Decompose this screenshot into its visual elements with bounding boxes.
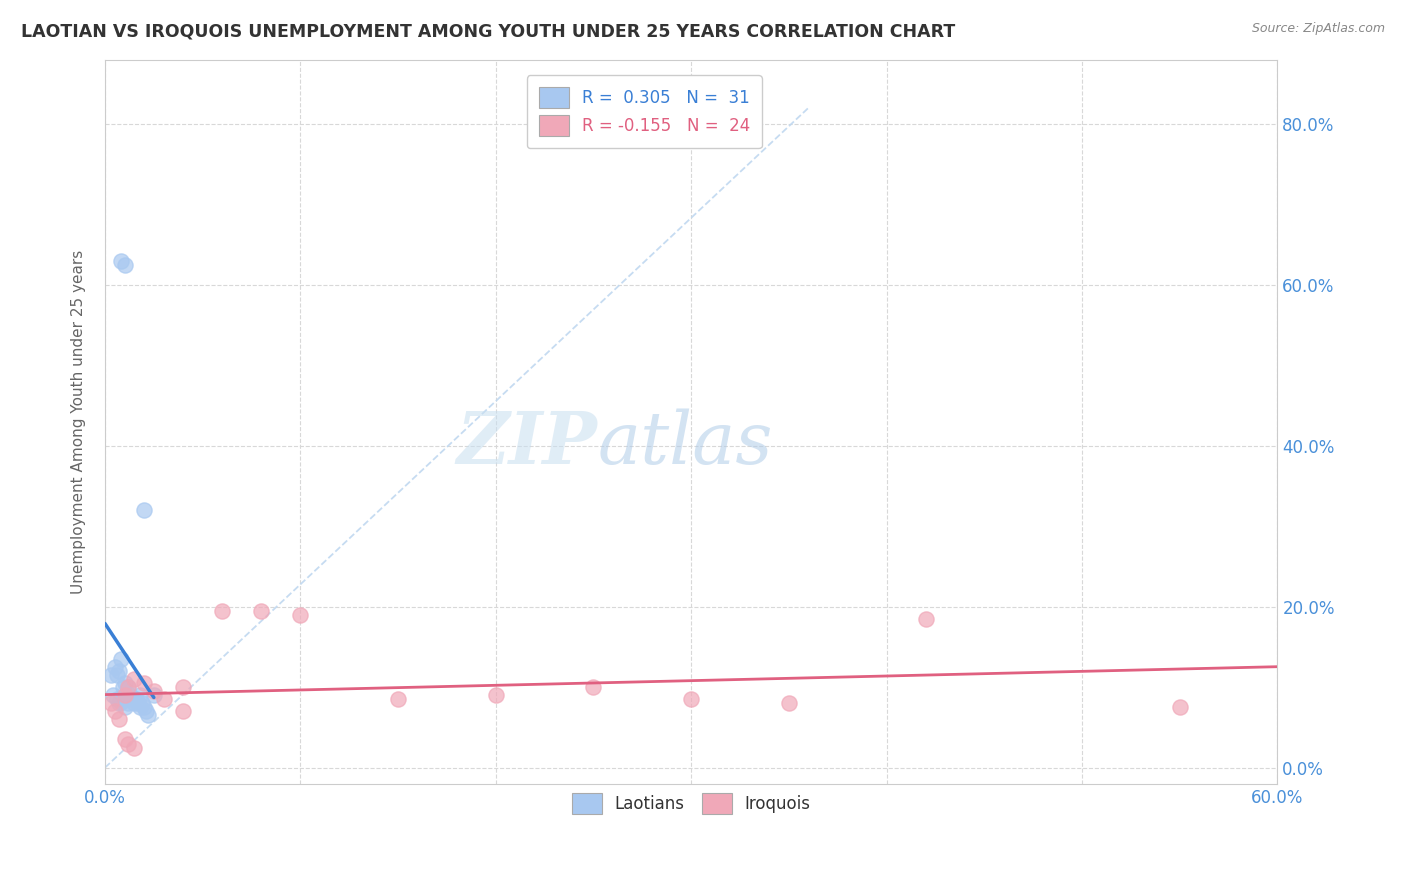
Point — [132, 676, 155, 690]
Point — [100, 696, 122, 710]
Point — [132, 503, 155, 517]
Point — [105, 692, 128, 706]
Point — [124, 692, 146, 706]
Point — [914, 612, 936, 626]
Point — [114, 688, 136, 702]
Point — [127, 696, 149, 710]
Point — [111, 680, 134, 694]
Point — [485, 688, 508, 702]
Point — [107, 712, 129, 726]
Point — [117, 696, 139, 710]
Point — [582, 680, 605, 694]
Point — [100, 668, 122, 682]
Point — [681, 692, 703, 706]
Y-axis label: Unemployment Among Youth under 25 years: Unemployment Among Youth under 25 years — [72, 250, 86, 594]
Point — [114, 676, 136, 690]
Point — [117, 737, 139, 751]
Point — [129, 688, 152, 702]
Point — [120, 688, 142, 702]
Point — [778, 696, 800, 710]
Point — [129, 700, 152, 714]
Point — [387, 692, 409, 706]
Point — [290, 607, 312, 622]
Text: Source: ZipAtlas.com: Source: ZipAtlas.com — [1251, 22, 1385, 36]
Point — [136, 708, 159, 723]
Point — [107, 664, 129, 678]
Point — [132, 700, 155, 714]
Point — [142, 688, 165, 702]
Point — [131, 696, 153, 710]
Point — [135, 704, 157, 718]
Point — [110, 253, 132, 268]
Point — [125, 692, 148, 706]
Point — [121, 692, 143, 706]
Point — [117, 680, 139, 694]
Point — [110, 695, 132, 709]
Point — [172, 680, 194, 694]
Legend: Laotians, Iroquois: Laotians, Iroquois — [560, 781, 823, 826]
Point — [101, 688, 124, 702]
Point — [114, 258, 136, 272]
Point — [114, 700, 136, 714]
Text: LAOTIAN VS IROQUOIS UNEMPLOYMENT AMONG YOUTH UNDER 25 YEARS CORRELATION CHART: LAOTIAN VS IROQUOIS UNEMPLOYMENT AMONG Y… — [21, 22, 955, 40]
Point — [104, 704, 127, 718]
Point — [211, 604, 233, 618]
Point — [152, 692, 174, 706]
Point — [117, 680, 139, 694]
Point — [142, 684, 165, 698]
Text: atlas: atlas — [598, 409, 773, 479]
Point — [114, 732, 136, 747]
Point — [124, 672, 146, 686]
Point — [105, 668, 128, 682]
Point — [115, 688, 138, 702]
Point — [104, 660, 127, 674]
Point — [107, 696, 129, 710]
Text: ZIP: ZIP — [457, 408, 598, 479]
Point — [124, 696, 146, 710]
Point — [124, 740, 146, 755]
Point — [172, 704, 194, 718]
Point — [110, 652, 132, 666]
Point — [1168, 700, 1191, 714]
Point — [250, 604, 273, 618]
